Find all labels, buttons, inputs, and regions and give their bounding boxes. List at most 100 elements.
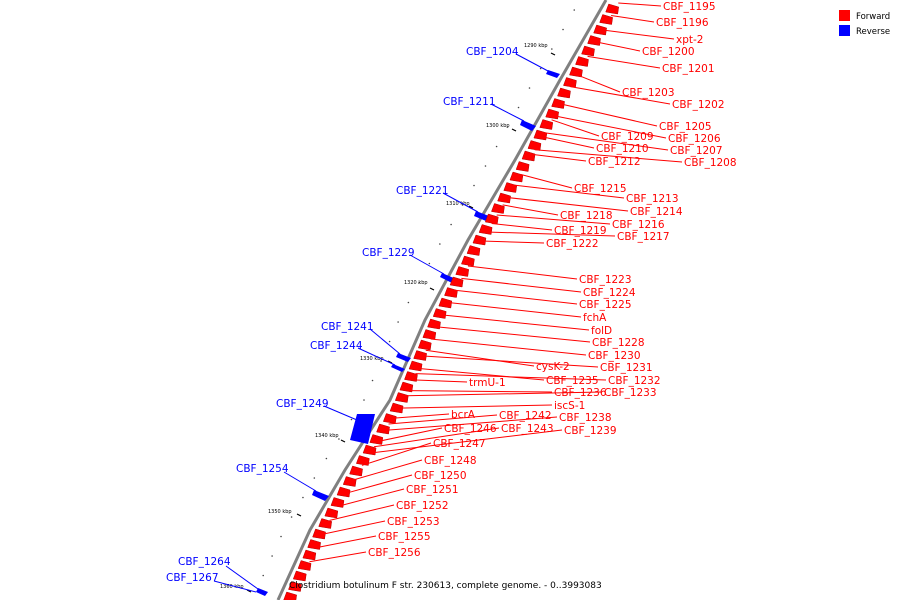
reverse-gene-label[interactable]: CBF_1249: [276, 398, 329, 410]
forward-gene-label[interactable]: CBF_1212: [588, 156, 641, 168]
forward-gene-label[interactable]: CBF_1233: [604, 387, 657, 399]
reverse-gene-label[interactable]: CBF_1241: [321, 321, 374, 333]
forward-gene-label[interactable]: CBF_1246: [444, 423, 497, 435]
forward-feature-marker[interactable]: [497, 192, 511, 204]
forward-feature-marker[interactable]: [399, 381, 414, 393]
forward-feature-marker[interactable]: [389, 402, 404, 414]
forward-feature-marker[interactable]: [563, 77, 577, 88]
forward-feature-marker[interactable]: [515, 161, 530, 172]
forward-gene-label[interactable]: CBF_1251: [406, 484, 459, 496]
reverse-gene-label[interactable]: CBF_1229: [362, 247, 415, 259]
forward-gene-label[interactable]: fchA: [583, 312, 607, 324]
forward-gene-label[interactable]: cysK-2: [536, 361, 570, 373]
forward-gene-label[interactable]: CBF_1236: [554, 387, 607, 399]
forward-feature-marker[interactable]: [413, 350, 427, 361]
forward-feature-marker[interactable]: [283, 591, 297, 600]
forward-feature-marker[interactable]: [581, 45, 595, 57]
forward-feature-marker[interactable]: [330, 497, 345, 508]
reverse-gene-label[interactable]: CBF_1211: [443, 96, 496, 108]
forward-feature-marker[interactable]: [417, 339, 432, 351]
reverse-gene-label[interactable]: CBF_1244: [310, 340, 363, 352]
forward-feature-marker[interactable]: [376, 423, 390, 435]
forward-gene-label[interactable]: CBF_1224: [583, 287, 636, 299]
forward-gene-label[interactable]: trmU-1: [469, 377, 506, 389]
forward-feature-marker[interactable]: [324, 507, 339, 519]
forward-gene-label[interactable]: CBF_1243: [501, 423, 554, 435]
forward-gene-label[interactable]: CBF_1216: [612, 219, 665, 231]
forward-gene-label[interactable]: CBF_1196: [656, 17, 709, 29]
forward-feature-marker[interactable]: [539, 119, 554, 130]
forward-gene-label[interactable]: CBF_1205: [659, 121, 712, 133]
forward-gene-label[interactable]: CBF_1228: [592, 337, 645, 349]
forward-gene-label[interactable]: CBF_1223: [579, 274, 632, 286]
reverse-gene-label[interactable]: CBF_1264: [178, 556, 231, 568]
forward-feature-marker[interactable]: [521, 150, 536, 162]
forward-gene-label[interactable]: CBF_1217: [617, 231, 670, 243]
forward-gene-label[interactable]: CBF_1207: [670, 145, 723, 157]
forward-feature-marker[interactable]: [478, 224, 493, 235]
forward-gene-label[interactable]: CBF_1248: [424, 455, 477, 467]
forward-feature-marker[interactable]: [466, 245, 481, 256]
forward-gene-label[interactable]: CBF_1225: [579, 299, 632, 311]
forward-feature-marker[interactable]: [355, 455, 370, 466]
forward-feature-marker[interactable]: [599, 14, 613, 25]
forward-feature-marker[interactable]: [533, 129, 548, 141]
forward-gene-label[interactable]: iscS-1: [554, 400, 585, 412]
reverse-gene-label[interactable]: CBF_1221: [396, 185, 449, 197]
forward-gene-label[interactable]: CBF_1222: [546, 238, 599, 250]
reverse-gene-label[interactable]: CBF_1254: [236, 463, 289, 475]
reverse-feature-marker[interactable]: [256, 588, 268, 596]
forward-feature-marker[interactable]: [307, 539, 321, 550]
forward-gene-label[interactable]: CBF_1208: [684, 157, 737, 169]
forward-feature-marker[interactable]: [605, 3, 619, 15]
forward-gene-label[interactable]: CBF_1209: [601, 131, 654, 143]
forward-feature-marker[interactable]: [455, 266, 470, 277]
forward-feature-marker[interactable]: [551, 98, 565, 109]
forward-gene-label[interactable]: xpt-2: [676, 34, 703, 46]
forward-feature-marker[interactable]: [297, 560, 312, 571]
forward-feature-marker[interactable]: [292, 570, 307, 582]
forward-gene-label[interactable]: CBF_1230: [588, 350, 641, 362]
forward-gene-label[interactable]: CBF_1232: [608, 375, 661, 387]
forward-feature-marker[interactable]: [427, 318, 441, 330]
forward-feature-marker[interactable]: [527, 140, 542, 151]
forward-gene-label[interactable]: CBF_1195: [663, 1, 716, 13]
reverse-feature-marker[interactable]: [474, 211, 489, 221]
forward-feature-marker[interactable]: [302, 549, 317, 561]
forward-gene-label[interactable]: CBF_1242: [499, 410, 552, 422]
forward-feature-marker[interactable]: [342, 476, 357, 487]
forward-feature-marker[interactable]: [575, 56, 589, 67]
forward-gene-label[interactable]: CBF_1256: [368, 547, 421, 559]
forward-feature-marker[interactable]: [593, 24, 607, 36]
forward-gene-label[interactable]: CBF_1255: [378, 531, 431, 543]
forward-feature-marker[interactable]: [408, 360, 423, 372]
forward-feature-marker[interactable]: [503, 182, 518, 193]
forward-gene-label[interactable]: folD: [591, 325, 612, 337]
forward-feature-marker[interactable]: [369, 434, 384, 445]
forward-feature-marker[interactable]: [288, 581, 302, 592]
forward-gene-label[interactable]: CBF_1235: [546, 375, 599, 387]
forward-feature-marker[interactable]: [432, 308, 447, 319]
forward-gene-label[interactable]: CBF_1215: [574, 183, 627, 195]
forward-feature-marker[interactable]: [438, 297, 453, 309]
forward-gene-label[interactable]: CBF_1200: [642, 46, 695, 58]
forward-feature-marker[interactable]: [312, 528, 326, 540]
forward-feature-marker[interactable]: [491, 203, 505, 214]
forward-gene-label[interactable]: CBF_1202: [672, 99, 725, 111]
reverse-gene-label[interactable]: CBF_1204: [466, 46, 519, 58]
reverse-feature-marker[interactable]: [396, 353, 411, 362]
forward-gene-label[interactable]: CBF_1238: [559, 412, 612, 424]
forward-feature-marker[interactable]: [394, 392, 409, 403]
forward-feature-marker[interactable]: [557, 87, 571, 99]
reverse-feature-marker[interactable]: [520, 120, 536, 131]
reverse-gene-label[interactable]: CBF_1267: [166, 572, 219, 584]
forward-gene-label[interactable]: CBF_1239: [564, 425, 617, 437]
forward-feature-marker[interactable]: [509, 171, 524, 183]
forward-gene-label[interactable]: CBF_1210: [596, 143, 649, 155]
forward-feature-marker[interactable]: [472, 234, 487, 246]
forward-feature-marker[interactable]: [318, 518, 332, 529]
forward-gene-label[interactable]: bcrA: [451, 409, 476, 421]
forward-gene-label[interactable]: CBF_1247: [433, 438, 486, 450]
reverse-feature-marker[interactable]: [312, 490, 329, 501]
forward-gene-label[interactable]: CBF_1250: [414, 470, 467, 482]
